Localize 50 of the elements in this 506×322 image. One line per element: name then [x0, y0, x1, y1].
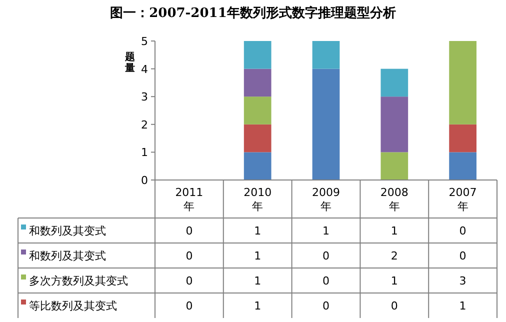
bar	[312, 68, 340, 180]
data-label: 0	[186, 274, 193, 288]
data-label: 1	[254, 250, 262, 262]
data-label: 1	[390, 224, 398, 238]
legend-label: 和数列及其变式	[29, 250, 106, 262]
y-tick-label: 5	[141, 35, 148, 48]
bar	[449, 124, 476, 152]
x-tick-label: 2011年	[175, 186, 204, 213]
legend-label: 等比数列及其变式	[29, 300, 117, 312]
data-label: 1	[390, 274, 398, 288]
data-label: 0	[322, 300, 330, 312]
data-label: 0	[459, 224, 466, 238]
data-label: 0	[186, 300, 193, 312]
bar	[244, 41, 272, 69]
x-tick-label: 2007年	[448, 186, 477, 213]
legend-label: 多次方数列及其变式	[29, 274, 128, 288]
data-label: 3	[459, 274, 466, 288]
data-label: 1	[254, 300, 262, 312]
y-tick-label: 0	[141, 174, 148, 187]
x-tick-label: 2009年	[312, 186, 340, 213]
data-label: 1	[322, 224, 330, 238]
data-label: 0	[322, 250, 330, 262]
x-tick-label: 2008年	[380, 186, 408, 213]
y-tick-label: 2	[141, 118, 148, 132]
data-label: 1	[254, 274, 262, 288]
y-tick-label: 4	[141, 62, 148, 76]
bar	[244, 152, 272, 180]
data-label: 0	[322, 274, 330, 288]
y-tick-label: 3	[141, 90, 148, 104]
bar	[380, 96, 408, 152]
chart-title: 图一：2007-2011年数列形式数字推理题型分析	[110, 5, 396, 21]
data-label: 0	[459, 250, 466, 262]
legend-label: 和数列及其变式	[29, 224, 106, 238]
bar	[244, 96, 272, 124]
bar	[244, 124, 272, 152]
data-label: 1	[254, 224, 262, 238]
x-tick-label: 2010年	[244, 186, 272, 213]
y-axis-title: 题量	[124, 51, 135, 74]
bar	[380, 152, 408, 180]
bar	[380, 68, 408, 97]
data-label: 0	[186, 224, 193, 238]
bar	[312, 41, 340, 69]
data-label: 0	[390, 300, 398, 312]
data-label: 1	[459, 300, 466, 312]
bar	[449, 41, 476, 124]
bar	[449, 152, 476, 180]
data-label: 0	[186, 250, 193, 262]
y-tick-label: 1	[141, 146, 148, 160]
bar	[244, 68, 272, 97]
data-label: 2	[390, 250, 398, 262]
